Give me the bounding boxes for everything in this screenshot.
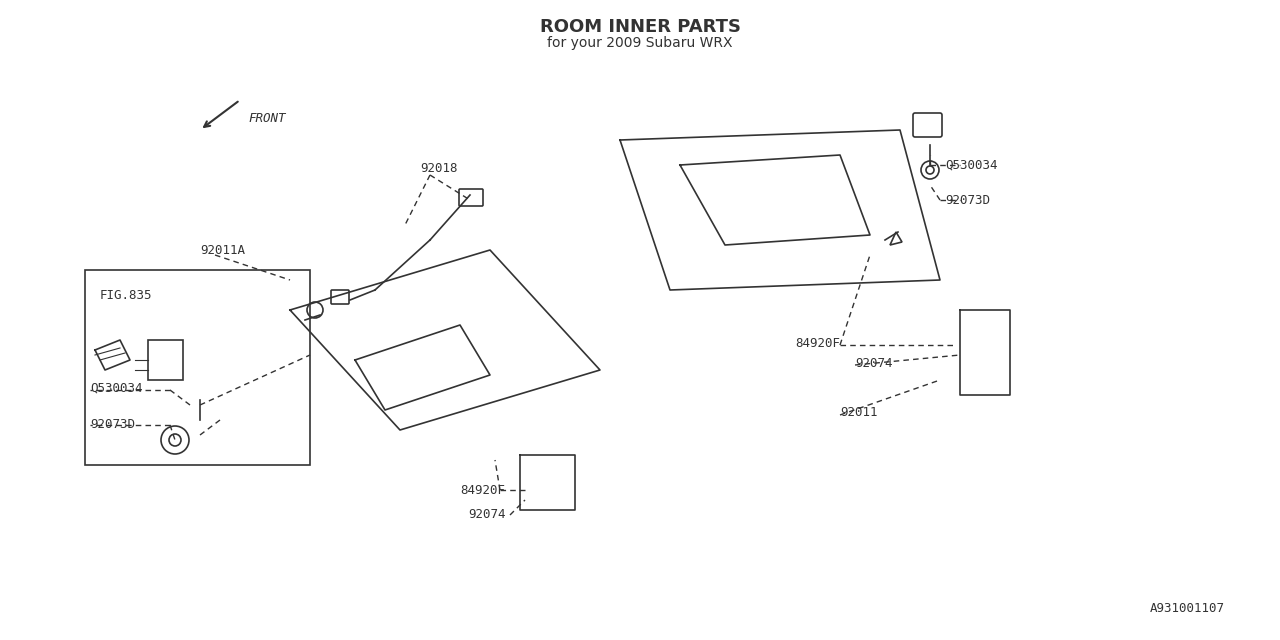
Text: Q530034: Q530034 bbox=[90, 381, 142, 394]
Text: 84920F: 84920F bbox=[795, 337, 840, 349]
Text: 92018: 92018 bbox=[420, 161, 457, 175]
Text: Q530034: Q530034 bbox=[945, 159, 997, 172]
Text: 84920F: 84920F bbox=[460, 483, 506, 497]
Bar bbox=[148, 340, 183, 380]
Text: 92073D: 92073D bbox=[945, 193, 989, 207]
Text: for your 2009 Subaru WRX: for your 2009 Subaru WRX bbox=[548, 36, 732, 50]
Text: A931001107: A931001107 bbox=[1149, 602, 1225, 615]
Text: 92011A: 92011A bbox=[200, 243, 244, 257]
Text: FRONT: FRONT bbox=[248, 111, 285, 125]
Bar bbox=[84, 270, 310, 465]
Text: 92011: 92011 bbox=[840, 406, 878, 419]
Text: 92074: 92074 bbox=[855, 356, 892, 369]
Text: ROOM INNER PARTS: ROOM INNER PARTS bbox=[539, 18, 741, 36]
Text: 92073D: 92073D bbox=[90, 417, 134, 431]
Text: 92074: 92074 bbox=[468, 509, 506, 522]
Text: FIG.835: FIG.835 bbox=[100, 289, 152, 301]
